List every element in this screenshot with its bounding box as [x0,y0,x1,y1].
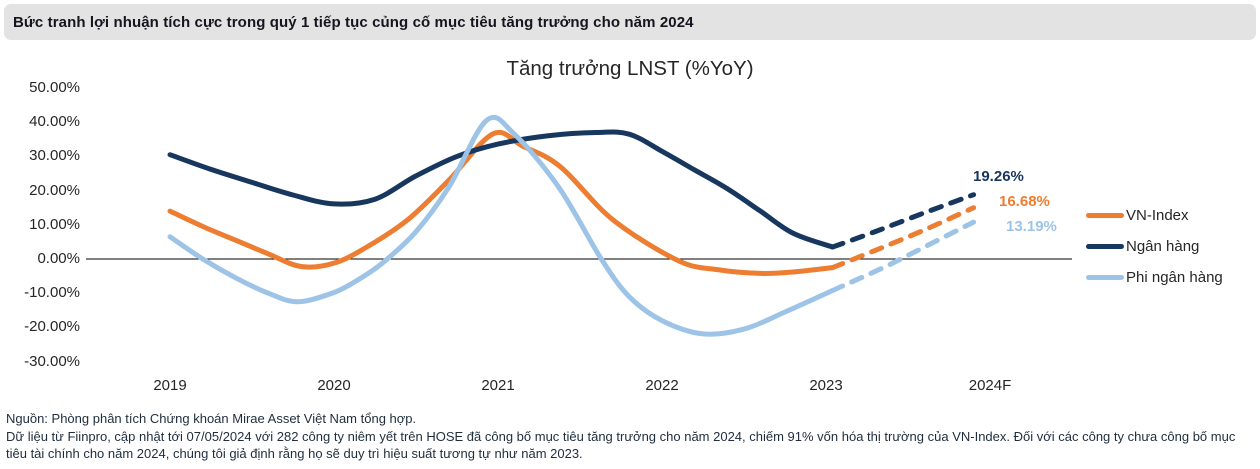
legend-line-swatch [1086,244,1124,249]
end-label-vn-index: 16.68% [999,193,1050,210]
note-line: Dữ liệu từ Fiinpro, cập nhật tới 07/05/2… [6,428,1236,462]
x-tick-label: 2022 [645,377,679,394]
chart-title: Tăng trưởng LNST (%YoY) [506,57,754,80]
chart-legend: VN-Index Ngân hàng Phi ngân hàng [1086,206,1223,299]
legend-label: Phi ngân hàng [1126,269,1223,286]
series-forecast-line-2 [830,219,977,293]
series-forecast-line-0 [830,205,977,271]
y-tick-label: 0.00% [37,250,80,267]
y-tick-label: 20.00% [29,181,80,199]
y-tick-label: 30.00% [29,147,80,165]
series-line-1 [167,129,836,250]
series-line-0 [167,129,836,276]
y-tick-label: 50.00% [29,79,80,96]
x-tick-label: 2019 [153,377,187,394]
series-line-2 [167,114,836,337]
legend-label: VN-Index [1126,207,1189,224]
figure-header-bar: Bức tranh lợi nhuận tích cực trong quý 1… [4,4,1256,40]
legend-line-swatch [1086,275,1124,280]
legend-item-vn-index: VN-Index [1086,206,1223,225]
series-forecast-line-1 [830,192,977,250]
y-tick-label: -10.00% [24,284,80,302]
figure-header-title: Bức tranh lợi nhuận tích cực trong quý 1… [13,13,694,31]
legend-line-swatch [1086,213,1124,218]
source-line: Nguồn: Phòng phân tích Chứng khoán Mirae… [6,411,417,426]
x-tick-label: 2024F [968,377,1012,394]
y-tick-label: 40.00% [29,113,80,131]
y-tick-label: 10.00% [29,215,80,233]
end-label-phi-ngan-hang: 13.19% [1006,218,1057,235]
end-label-ngan-hang: 19.26% [973,168,1024,185]
figure-footer: Nguồn: Phòng phân tích Chứng khoán Mirae… [6,410,1254,463]
legend-label: Ngân hàng [1126,238,1200,255]
y-tick-label: -20.00% [24,318,80,336]
x-tick-label: 2023 [809,377,843,394]
legend-item-ngan-hang: Ngân hàng [1086,237,1223,256]
x-tick-label: 2021 [481,377,515,394]
x-tick-label: 2020 [317,377,351,394]
y-tick-label: -30.00% [24,352,80,370]
legend-item-phi-ngan-hang: Phi ngân hàng [1086,268,1223,287]
